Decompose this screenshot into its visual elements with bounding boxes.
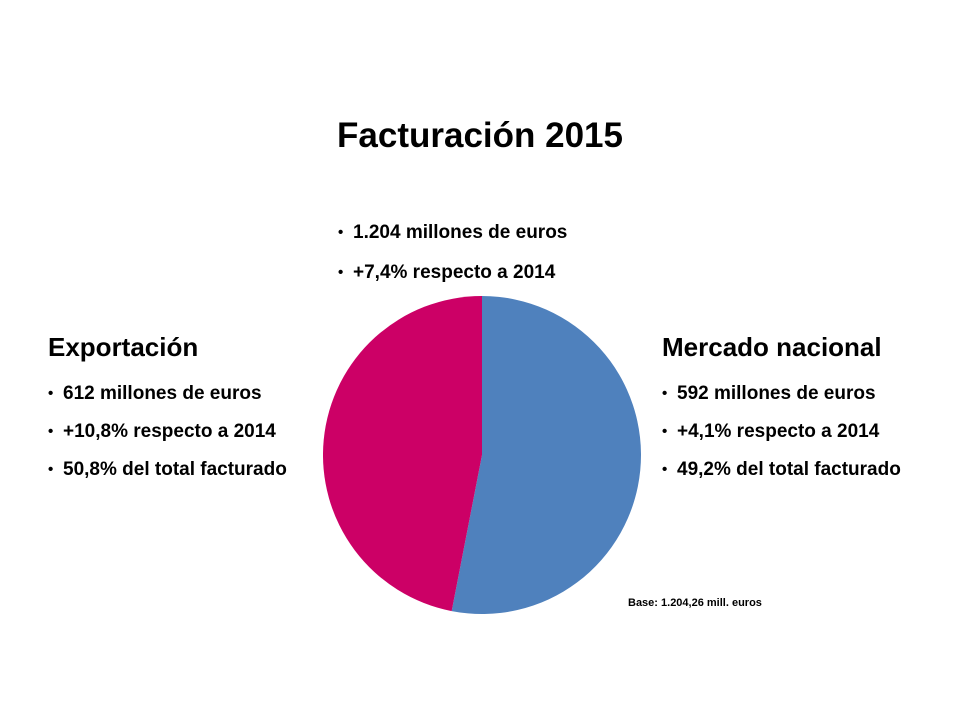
mercado-nacional-share-line: • 49,2% del total facturado: [662, 451, 901, 489]
exportacion-growth-line: • +10,8% respecto a 2014: [48, 413, 287, 451]
exportacion-growth-text: +10,8% respecto a 2014: [63, 421, 276, 442]
exportacion-share-text: 50,8% del total facturado: [63, 459, 287, 480]
pie-chart: [323, 296, 641, 614]
total-growth-line: • +7,4% respecto a 2014: [338, 253, 567, 293]
total-growth-text: +7,4% respecto a 2014: [353, 262, 556, 283]
bullet-icon: •: [338, 224, 344, 241]
bullet-icon: •: [662, 423, 668, 440]
exportacion-share-line: • 50,8% del total facturado: [48, 451, 287, 489]
pie-slice-mercado-nacional: [451, 296, 641, 614]
bullet-icon: •: [48, 385, 54, 402]
exportacion-block: Exportación • 612 millones de euros • +10,…: [48, 332, 287, 489]
total-revenue-text: 1.204 millones de euros: [353, 222, 568, 243]
bullet-icon: •: [48, 461, 54, 478]
bullet-icon: •: [662, 461, 668, 478]
bullet-icon: •: [338, 264, 344, 281]
chart-title: Facturación 2015: [337, 116, 623, 155]
total-revenue-line: • 1.204 millones de euros: [338, 213, 567, 253]
exportacion-revenue-line: • 612 millones de euros: [48, 375, 287, 413]
mercado-nacional-heading: Mercado nacional: [662, 332, 882, 362]
mercado-nacional-share-text: 49,2% del total facturado: [677, 459, 901, 480]
mercado-nacional-revenue-text: 592 millones de euros: [677, 383, 876, 404]
base-note: Base: 1.204,26 mill. euros: [628, 597, 762, 609]
total-summary-block: • 1.204 millones de euros • +7,4% respecto…: [338, 213, 567, 293]
mercado-nacional-revenue-line: • 592 millones de euros: [662, 375, 901, 413]
bullet-icon: •: [662, 385, 668, 402]
mercado-nacional-bullets: • 592 millones de euros • +4,1% respecto a…: [662, 375, 901, 489]
bullet-icon: •: [48, 423, 54, 440]
mercado-nacional-growth-line: • +4,1% respecto a 2014: [662, 413, 901, 451]
exportacion-revenue-text: 612 millones de euros: [63, 383, 262, 404]
mercado-nacional-growth-text: +4,1% respecto a 2014: [677, 421, 880, 442]
exportacion-bullets: • 612 millones de euros • +10,8% respecto …: [48, 375, 287, 489]
mercado-nacional-block: Mercado nacional • 592 millones de euros …: [662, 332, 901, 489]
pie-slice-exportacion: [323, 296, 482, 612]
exportacion-heading: Exportación: [48, 332, 199, 362]
